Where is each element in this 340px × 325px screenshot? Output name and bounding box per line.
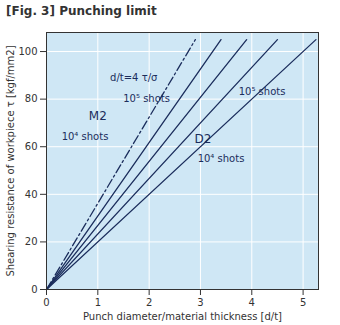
svg-text:3: 3 bbox=[197, 297, 203, 308]
svg-text:Punch diameter/material thickn: Punch diameter/material thickness [d/t] bbox=[83, 311, 282, 322]
svg-text:20: 20 bbox=[25, 236, 38, 247]
svg-text:5: 5 bbox=[300, 297, 306, 308]
svg-text:0: 0 bbox=[31, 284, 37, 295]
svg-text:10⁴ shots: 10⁴ shots bbox=[62, 131, 109, 142]
html-text:[Fig. 3] Punching limit: [Fig. 3] Punching limit bbox=[6, 4, 157, 18]
svg-text:Shearing resistance of workpie: Shearing resistance of workpiece τ [kgf/… bbox=[5, 45, 16, 276]
svg-text:10⁵ shots: 10⁵ shots bbox=[239, 86, 286, 97]
svg-text:0: 0 bbox=[43, 297, 49, 308]
svg-text:10⁵ shots: 10⁵ shots bbox=[123, 93, 170, 104]
svg-text:4: 4 bbox=[249, 297, 255, 308]
svg-text:80: 80 bbox=[25, 93, 38, 104]
svg-text:1: 1 bbox=[95, 297, 101, 308]
svg-text:D2: D2 bbox=[195, 132, 212, 146]
svg-text:M2: M2 bbox=[89, 109, 107, 123]
svg-text:2: 2 bbox=[146, 297, 152, 308]
svg-text:10⁴ shots: 10⁴ shots bbox=[198, 153, 245, 164]
svg-text:100: 100 bbox=[18, 46, 37, 57]
svg-text:d/t=4 τ/σ: d/t=4 τ/σ bbox=[110, 72, 158, 83]
svg-text:60: 60 bbox=[25, 141, 38, 152]
svg-text:40: 40 bbox=[25, 189, 38, 200]
